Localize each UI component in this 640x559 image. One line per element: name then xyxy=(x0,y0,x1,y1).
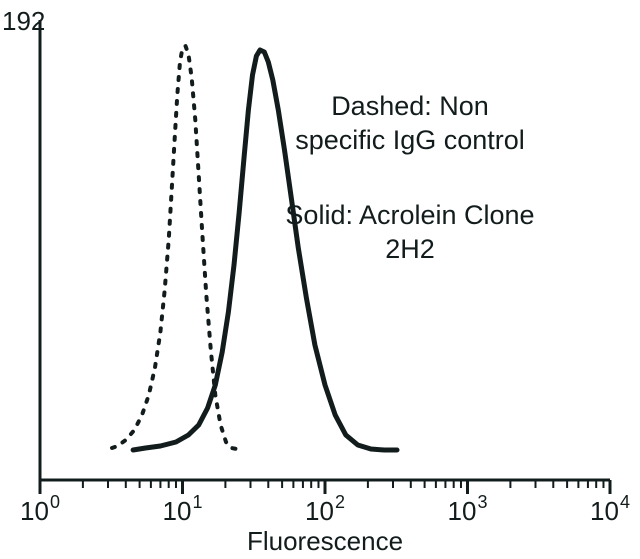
flow-cytometry-chart: 100 101 102 103 104 192 Fluorescence Dashed:… xyxy=(0,0,640,559)
x-axis-title: Fluorescence xyxy=(247,526,403,556)
chart-svg: 100 101 102 103 104 192 Fluorescence Dashed:… xyxy=(0,0,640,559)
legend-line: Dashed: Non xyxy=(331,91,489,121)
x-tick-label: 103 xyxy=(448,492,488,526)
x-tick-label: 100 xyxy=(20,492,60,526)
legend-text: Dashed: Non specific IgG control Solid: Ac… xyxy=(285,91,534,264)
x-tick-label: 101 xyxy=(163,492,203,526)
x-tick-label: 104 xyxy=(590,492,630,526)
axes xyxy=(40,20,610,494)
y-max-label: 192 xyxy=(2,6,45,36)
legend-line: specific IgG control xyxy=(295,125,525,155)
x-tick-label: 102 xyxy=(305,492,345,526)
legend-line: Solid: Acrolein Clone xyxy=(285,200,534,230)
series-control xyxy=(112,46,242,450)
x-tick-labels: 100 101 102 103 104 xyxy=(20,492,630,526)
legend-line: 2H2 xyxy=(385,234,435,264)
